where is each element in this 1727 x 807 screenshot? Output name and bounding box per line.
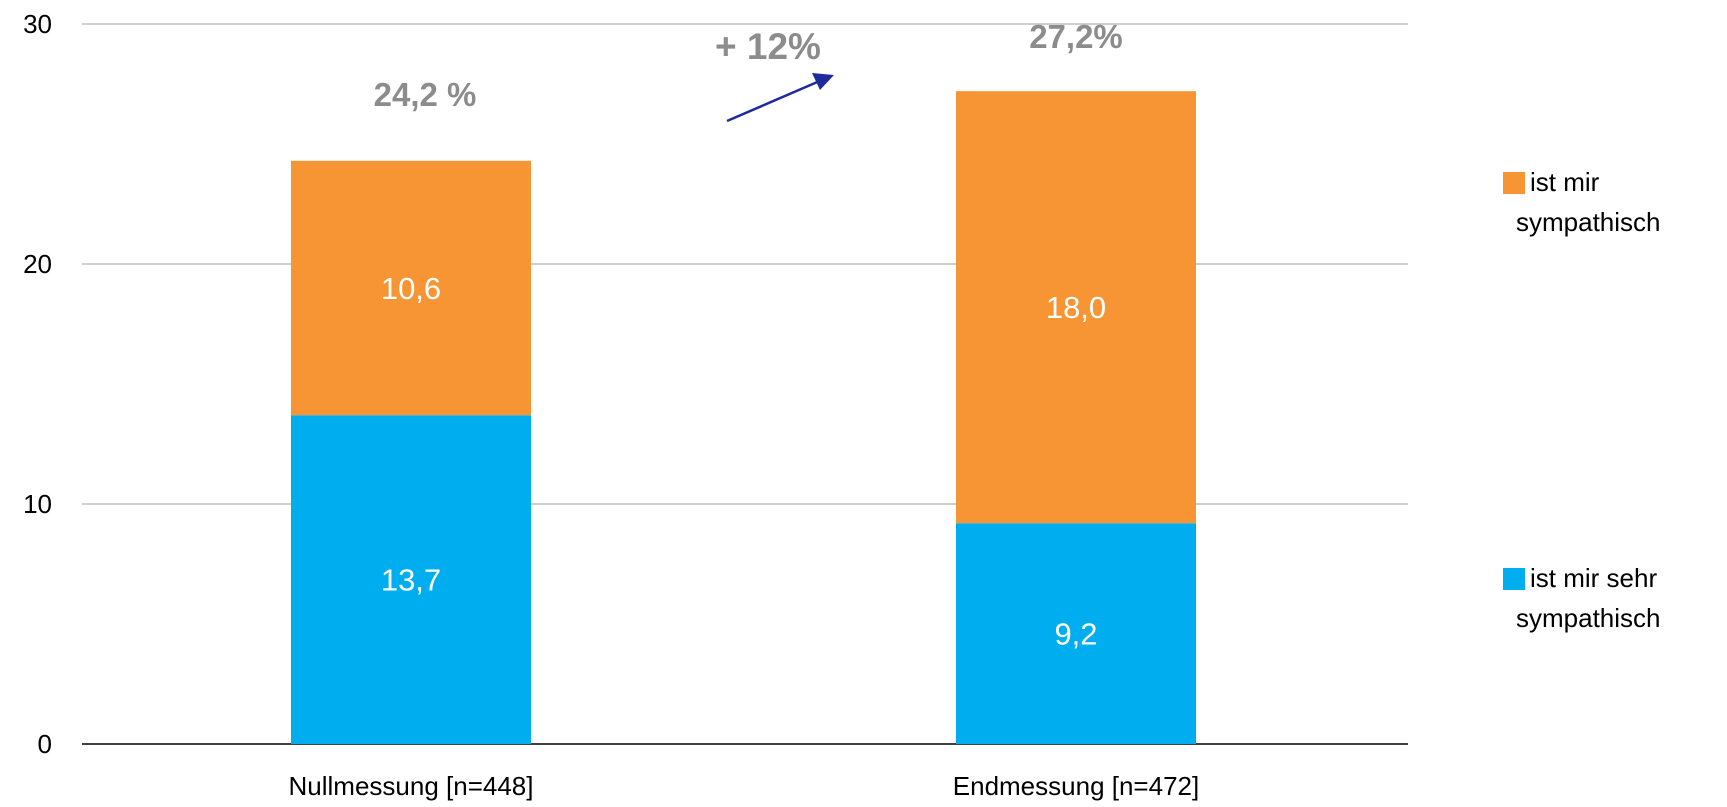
bar-total-labels: 24,2 % 27,2% xyxy=(374,18,1123,113)
x-category-label: Nullmessung [n=448] xyxy=(289,771,534,801)
legend-swatch xyxy=(1503,568,1525,590)
change-arrow xyxy=(726,78,823,123)
y-tick-label: 10 xyxy=(23,489,52,519)
change-arrow-head xyxy=(812,73,834,90)
change-annotation: + 12% xyxy=(715,26,834,123)
legend-label: ist mir sehr sympathisch xyxy=(1516,563,1661,633)
y-tick-label: 30 xyxy=(23,9,52,39)
y-tick-label: 0 xyxy=(38,729,52,759)
bar-value-label: 9,2 xyxy=(1054,617,1097,652)
bar-segment xyxy=(956,91,1196,524)
bar-segment xyxy=(291,160,531,416)
x-axis-category-labels: Nullmessung [n=448] Endmessung [n=472] xyxy=(289,771,1200,801)
bar-total-label: 27,2% xyxy=(1029,18,1123,55)
y-axis-tick-labels: 0 10 20 30 xyxy=(23,9,52,759)
bar-value-label: 10,6 xyxy=(381,271,441,306)
bar-value-label: 18,0 xyxy=(1046,290,1106,325)
legend-label: ist mir sympathisch xyxy=(1516,167,1661,237)
x-category-label: Endmessung [n=472] xyxy=(953,771,1199,801)
gridlines xyxy=(82,23,1408,745)
y-tick-label: 20 xyxy=(23,249,52,279)
bar-value-labels: 13,7 10,6 9,2 18,0 xyxy=(381,271,1106,652)
change-label: + 12% xyxy=(715,26,821,67)
legend-swatch xyxy=(1503,172,1525,194)
bar-segment xyxy=(956,523,1196,744)
bar-segment xyxy=(291,415,531,744)
legend: ist mir sympathisch ist mir sehr sympathisc… xyxy=(1503,167,1661,633)
bar-value-label: 13,7 xyxy=(381,563,441,598)
bar-total-label: 24,2 % xyxy=(374,76,477,113)
bars xyxy=(291,91,1196,744)
